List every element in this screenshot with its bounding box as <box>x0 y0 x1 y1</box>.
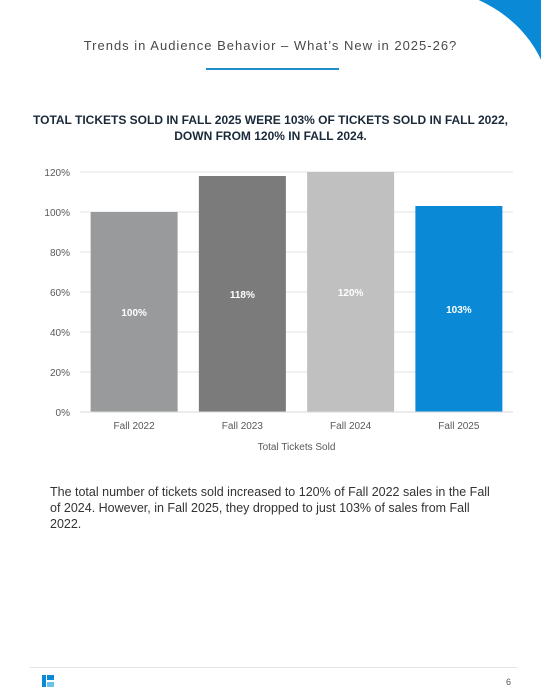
x-tick-label: Fall 2024 <box>330 421 372 432</box>
body-paragraph: The total number of tickets sold increas… <box>50 485 490 531</box>
data-label: 118% <box>230 290 255 301</box>
page-title: Trends in Audience Behavior – What’s New… <box>83 38 458 53</box>
corner-decoration <box>451 0 541 90</box>
data-label: 120% <box>338 288 364 299</box>
chart-title: TOTAL TICKETS SOLD IN FALL 2025 WERE 103… <box>33 113 508 143</box>
y-tick-label: 20% <box>50 368 70 379</box>
brand-logo-icon <box>41 674 55 688</box>
y-tick-label: 120% <box>44 168 70 179</box>
data-label: 103% <box>446 305 472 316</box>
x-axis-title: Total Tickets Sold <box>258 442 336 453</box>
x-tick-label: Fall 2025 <box>438 421 480 432</box>
data-label: 100% <box>121 308 147 319</box>
title-underline <box>206 68 339 70</box>
bar <box>415 206 503 412</box>
bar <box>198 176 286 412</box>
y-tick-label: 40% <box>50 328 70 339</box>
bar <box>307 172 395 412</box>
y-tick-label: 100% <box>44 208 70 219</box>
y-tick-label: 80% <box>50 248 70 259</box>
y-tick-label: 60% <box>50 288 70 299</box>
x-tick-label: Fall 2023 <box>222 421 264 432</box>
bar <box>90 212 178 412</box>
bar-chart: 0% 20% 40% 60% 80% 100% 120% 100% Fall 2022 118% F… <box>0 160 541 460</box>
y-tick-label: 0% <box>56 408 71 419</box>
x-tick-label: Fall 2022 <box>114 421 156 432</box>
page-number: 6 <box>505 677 511 687</box>
footer-divider <box>30 667 517 668</box>
